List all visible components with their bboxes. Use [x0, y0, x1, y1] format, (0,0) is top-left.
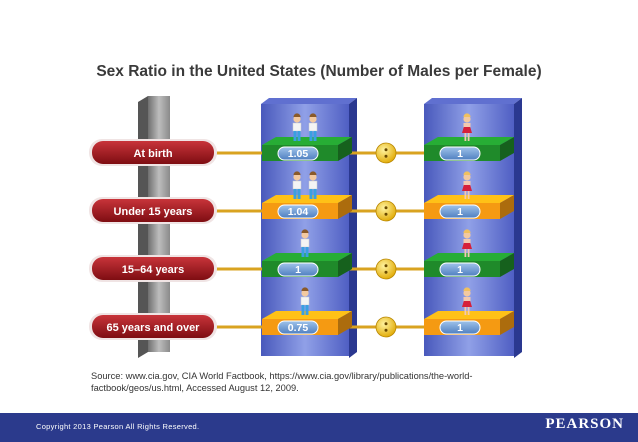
male-figure-icon — [292, 113, 302, 141]
age-group-label: Under 15 years — [89, 197, 217, 224]
age-group-label-text: At birth — [133, 148, 172, 160]
male-ratio-value: 0.75 — [288, 322, 309, 334]
female-figure-icon — [462, 113, 472, 141]
male-ratio-platform: 1.05 — [262, 113, 352, 161]
female-figure-icon — [462, 229, 472, 257]
female-figure-icon — [462, 171, 472, 199]
male-figure-icon — [300, 229, 310, 257]
source-citation: Source: www.cia.gov, CIA World Factbook,… — [91, 371, 473, 393]
ratio-colon-icon — [375, 316, 397, 338]
male-figure-icon — [292, 171, 302, 199]
page-title: Sex Ratio in the United States (Number o… — [96, 63, 542, 80]
female-ratio-value: 1 — [457, 322, 463, 334]
pearson-logo: PEARSON — [545, 416, 624, 432]
male-ratio-value: 1.05 — [288, 148, 309, 160]
ratio-row: 65 years and over 0.75 1 — [89, 287, 514, 340]
female-ratio-value: 1 — [457, 264, 463, 276]
female-figure-icon — [462, 287, 472, 315]
age-group-label: At birth — [89, 139, 217, 166]
ratio-colon-icon — [375, 142, 397, 164]
age-group-label-text: Under 15 years — [114, 206, 193, 218]
age-group-label-text: 65 years and over — [107, 322, 201, 334]
male-ratio-platform: 1.04 — [262, 171, 352, 219]
copyright-text: Copyright 2013 Pearson All Rights Reserv… — [36, 422, 200, 431]
female-ratio-value: 1 — [457, 206, 463, 218]
male-ratio-value: 1 — [295, 264, 301, 276]
age-group-label: 65 years and over — [89, 313, 217, 340]
male-ratio-platform: 1 — [262, 229, 352, 277]
ratio-row: Under 15 years 1.04 1 — [89, 171, 514, 224]
female-ratio-value: 1 — [457, 148, 463, 160]
ratio-row: 15–64 years 1 1 — [89, 229, 514, 282]
male-ratio-platform: 0.75 — [262, 287, 352, 335]
female-ratio-platform: 1 — [424, 287, 514, 335]
age-group-label-text: 15–64 years — [122, 264, 184, 276]
male-figure-icon — [300, 287, 310, 315]
male-figure-icon — [308, 171, 318, 199]
female-ratio-platform: 1 — [424, 113, 514, 161]
age-group-label: 15–64 years — [89, 255, 217, 282]
male-figure-icon — [308, 113, 318, 141]
ratio-colon-icon — [375, 258, 397, 280]
footer-bar: Copyright 2013 Pearson All Rights Reserv… — [0, 413, 638, 442]
female-ratio-platform: 1 — [424, 171, 514, 219]
ratio-colon-icon — [375, 200, 397, 222]
female-ratio-platform: 1 — [424, 229, 514, 277]
ratio-row: At birth 1.05 1 — [89, 113, 514, 166]
male-ratio-value: 1.04 — [288, 206, 309, 218]
